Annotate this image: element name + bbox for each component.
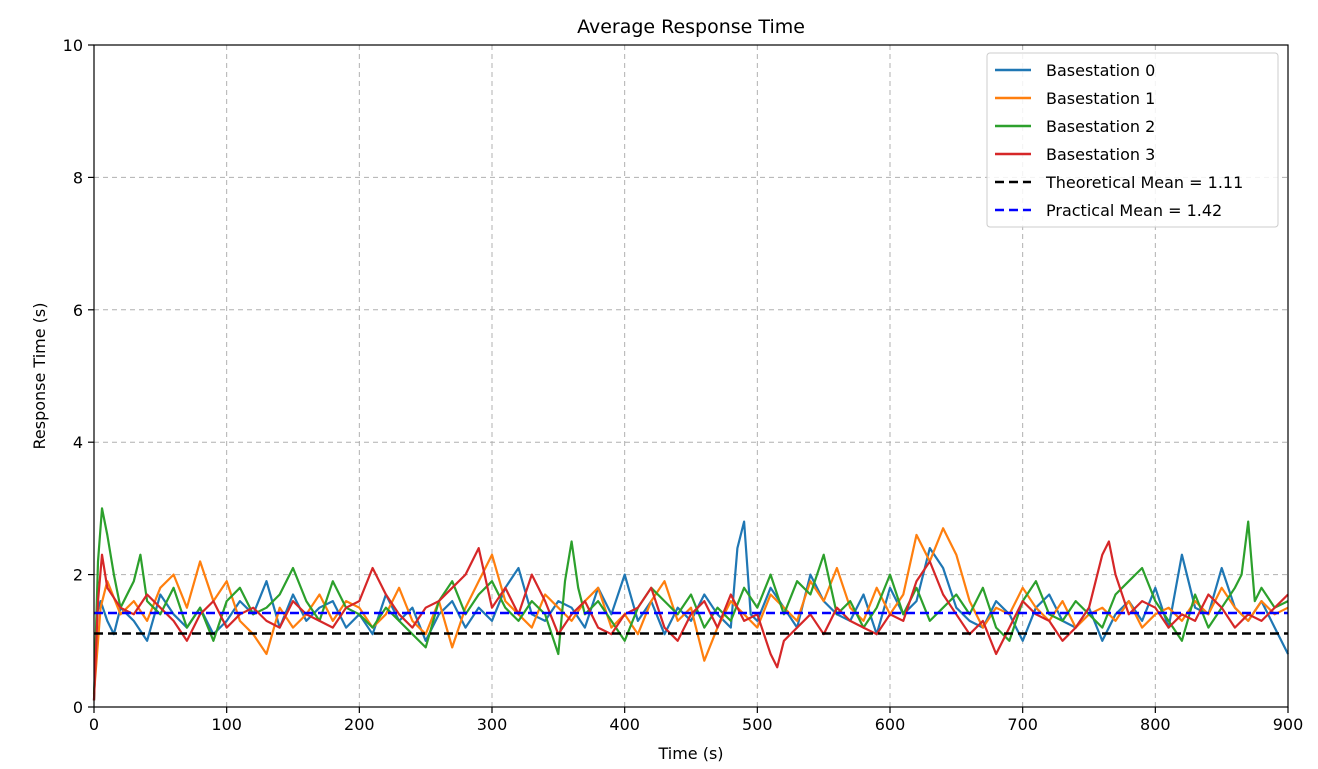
legend-label: Basestation 0 [1046,61,1155,80]
legend-label: Practical Mean = 1.42 [1046,201,1222,220]
x-tick-label: 400 [609,715,640,734]
legend-label: Basestation 3 [1046,145,1155,164]
x-tick-label: 800 [1140,715,1171,734]
legend-label: Theoretical Mean = 1.11 [1045,173,1243,192]
x-tick-label: 600 [875,715,906,734]
legend: Basestation 0 Basestation 1 Basestation 2 B… [986,52,1279,228]
y-tick-label: 0 [73,698,83,717]
x-tick-label: 300 [477,715,508,734]
axes-layer: 0 100 200 300 400 500 600 700 800 900 0 2 4 6 8 10 [63,36,1304,734]
x-tick-label: 500 [742,715,773,734]
y-tick-label: 2 [73,566,83,585]
y-axis-label: Response Time (s) [30,303,49,450]
legend-label: Basestation 2 [1046,117,1155,136]
grid-layer [94,45,1288,707]
x-tick-label: 900 [1273,715,1304,734]
plot-frame [93,44,1289,708]
series-line-1 [92,527,1289,694]
y-tick-label: 6 [73,301,83,320]
x-tick-label: 700 [1007,715,1038,734]
y-tick-label: 10 [63,36,83,55]
series-layer [92,507,1289,701]
legend-box [986,52,1279,228]
series-line-3 [92,540,1289,701]
x-tick-label: 200 [344,715,375,734]
x-tick-label: 100 [211,715,242,734]
x-tick-label: 0 [89,715,99,734]
y-tick-label: 8 [73,168,83,187]
legend-label: Basestation 1 [1046,89,1155,108]
y-tick-label: 4 [73,433,83,452]
chart-title: Average Response Time [577,16,805,38]
x-axis-label: Time (s) [657,744,723,763]
